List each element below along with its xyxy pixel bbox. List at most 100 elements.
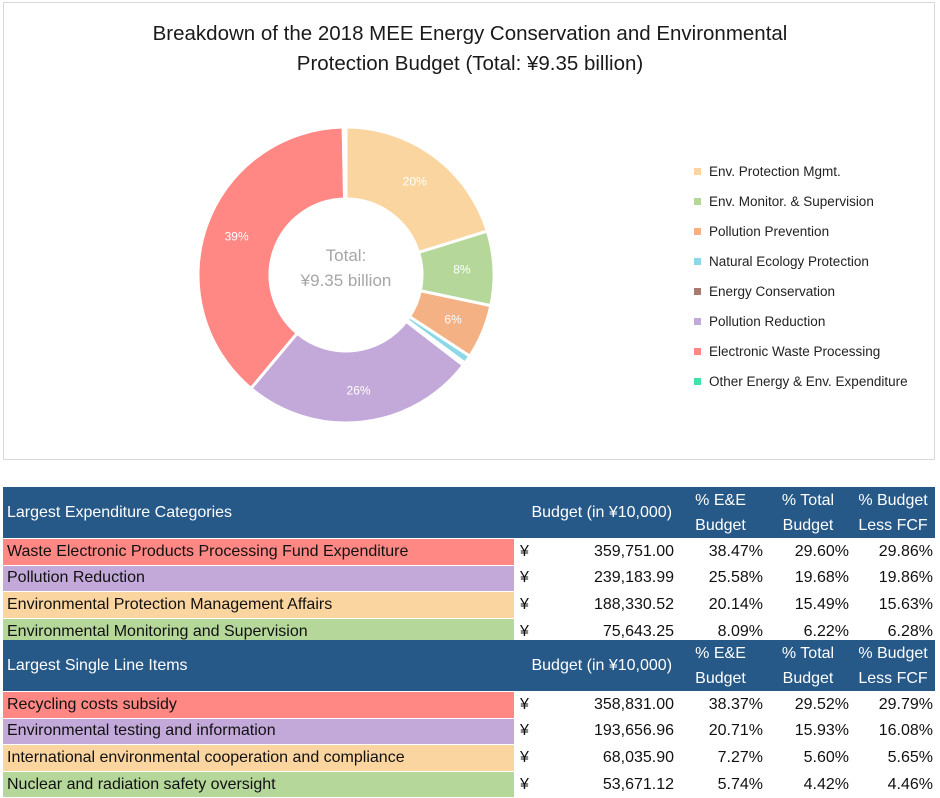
header-pct-fcf: % Budget Less FCF (851, 487, 936, 539)
row-currency: ¥ (514, 691, 544, 719)
row-name: Environmental testing and information (3, 717, 514, 745)
header-pct-total: % Total Budget (765, 487, 852, 539)
table-row: Recycling costs subsidy ¥358,831.00 38.37%… (3, 691, 936, 719)
legend-item: Natural Ecology Protection (694, 246, 934, 276)
legend-swatch (694, 257, 701, 265)
row-budget: 193,656.96 (544, 717, 677, 745)
legend-label: Electronic Waste Processing (709, 343, 881, 359)
chart-title-line-1: Breakdown of the 2018 MEE Energy Conserv… (152, 22, 788, 45)
table-row: Pollution Reduction ¥239,183.99 25.58% 19.6… (3, 564, 936, 592)
legend-swatch (694, 317, 701, 325)
legend-item: Pollution Reduction (694, 306, 934, 336)
legend-label: Env. Monitor. & Supervision (709, 193, 874, 209)
expenditure-categories-table: Largest Expenditure Categories Budget (i… (3, 487, 936, 645)
row-pct-total: 4.42% (765, 770, 852, 798)
row-name: Environmental Monitoring and Supervision (3, 617, 514, 645)
row-pct-fcf: 19.86% (851, 564, 936, 592)
slice-data-label: 39% (225, 229, 249, 243)
legend-swatch (694, 197, 701, 205)
legend-swatch (694, 227, 701, 235)
row-name: Nuclear and radiation safety oversight (3, 770, 514, 798)
legend-label: Env. Protection Mgmt. (709, 163, 841, 179)
row-pct-total: 29.52% (765, 691, 852, 719)
header-pct-ee: % E&E Budget (676, 640, 766, 692)
table-header: Largest Single Line Items Budget (in ¥10… (3, 640, 936, 692)
legend-swatch (694, 287, 701, 295)
slice-data-label: 8% (453, 263, 471, 277)
header-label: Largest Single Line Items (3, 640, 514, 692)
table-row: Environmental Protection Management Affa… (3, 591, 936, 619)
chart-title: Breakdown of the 2018 MEE Energy Conserv… (4, 19, 936, 79)
legend-item: Electronic Waste Processing (694, 336, 934, 366)
donut-slice (344, 125, 490, 255)
legend-label: Energy Conservation (709, 283, 836, 299)
row-currency: ¥ (514, 617, 544, 645)
header-pct-total: % Total Budget (765, 640, 852, 692)
table-row: Environmental testing and information ¥19… (3, 717, 936, 745)
legend-swatch (694, 167, 701, 175)
header-pct-fcf: % Budget Less FCF (851, 640, 936, 692)
row-pct-fcf: 15.63% (851, 591, 936, 619)
donut-center-label: ¥9.35 billion (300, 271, 392, 290)
legend-item: Env. Protection Mgmt. (694, 156, 934, 186)
donut-chart: 20% 8% 6% 26% 39% Total: ¥9.35 billion (196, 125, 496, 425)
legend-label: Other Energy & Env. Expenditure (709, 373, 908, 389)
slice-data-label: 26% (347, 383, 371, 397)
chart-title-line-2: Protection Budget (Total: ¥9.35 billion) (296, 52, 644, 75)
header-budget: Budget (in ¥10,000) (514, 640, 677, 692)
table-row: International environmental cooperation … (3, 744, 936, 772)
header-label: Largest Expenditure Categories (3, 487, 514, 539)
row-pct-ee: 38.37% (676, 691, 766, 719)
row-pct-fcf: 5.65% (851, 744, 936, 772)
row-pct-total: 19.68% (765, 564, 852, 592)
donut-slice (248, 319, 466, 425)
row-pct-ee: 20.71% (676, 717, 766, 745)
legend-label: Pollution Prevention (709, 223, 830, 239)
donut-slice (196, 125, 347, 391)
row-pct-ee: 38.47% (676, 538, 766, 566)
row-pct-total: 5.60% (765, 744, 852, 772)
row-pct-total: 29.60% (765, 538, 852, 566)
row-name: International environmental cooperation … (3, 744, 514, 772)
chart-area: Breakdown of the 2018 MEE Energy Conserv… (3, 2, 935, 460)
donut-center-label: Total: (326, 246, 367, 265)
legend-label: Natural Ecology Protection (709, 253, 869, 269)
row-budget: 75,643.25 (544, 617, 677, 645)
legend-item: Energy Conservation (694, 276, 934, 306)
row-name: Pollution Reduction (3, 564, 514, 592)
donut-slice (341, 125, 348, 201)
legend-swatch (694, 377, 701, 385)
legend-item: Env. Monitor. & Supervision (694, 186, 934, 216)
row-pct-fcf: 4.46% (851, 770, 936, 798)
row-budget: 53,671.12 (544, 770, 677, 798)
row-pct-total: 6.22% (765, 617, 852, 645)
slice-data-label: 20% (403, 175, 427, 189)
legend-item: Pollution Prevention (694, 216, 934, 246)
table-row: Waste Electronic Products Processing Fun… (3, 538, 936, 566)
row-pct-ee: 20.14% (676, 591, 766, 619)
row-pct-ee: 25.58% (676, 564, 766, 592)
legend-item: Other Energy & Env. Expenditure (694, 366, 934, 396)
single-line-items-table: Largest Single Line Items Budget (in ¥10… (3, 640, 936, 798)
row-budget: 188,330.52 (544, 591, 677, 619)
row-budget: 358,831.00 (544, 691, 677, 719)
row-currency: ¥ (514, 591, 544, 619)
legend-swatch (694, 347, 701, 355)
row-currency: ¥ (514, 770, 544, 798)
row-currency: ¥ (514, 717, 544, 745)
row-name: Waste Electronic Products Processing Fun… (3, 538, 514, 566)
chart-legend: Env. Protection Mgmt. Env. Monitor. & Sup… (694, 156, 934, 396)
row-name: Recycling costs subsidy (3, 691, 514, 719)
row-budget: 359,751.00 (544, 538, 677, 566)
table-header: Largest Expenditure Categories Budget (i… (3, 487, 936, 539)
row-currency: ¥ (514, 538, 544, 566)
row-name: Environmental Protection Management Affa… (3, 591, 514, 619)
row-currency: ¥ (514, 744, 544, 772)
legend-label: Pollution Reduction (709, 313, 826, 329)
table-row: Environmental Monitoring and Supervision… (3, 617, 936, 645)
row-pct-ee: 8.09% (676, 617, 766, 645)
row-pct-fcf: 29.86% (851, 538, 936, 566)
slice-data-label: 6% (444, 313, 462, 327)
row-pct-fcf: 6.28% (851, 617, 936, 645)
row-pct-fcf: 16.08% (851, 717, 936, 745)
